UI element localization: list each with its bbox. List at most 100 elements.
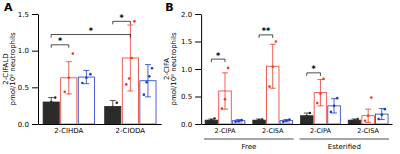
dot <box>356 118 359 121</box>
bracket-line <box>259 35 260 38</box>
tick-label: 1.5 <box>181 38 192 46</box>
tick: 1.5 <box>18 11 38 19</box>
x-axis: 2-CIPA2-CISA2-CIPA2-CISA <box>202 125 393 135</box>
tick-label: 0.0 <box>18 121 29 129</box>
error-bar <box>145 65 151 97</box>
tick: 0.0 <box>18 121 38 129</box>
dot <box>210 119 213 122</box>
dot <box>72 52 75 55</box>
error-cap <box>110 112 116 113</box>
dot <box>271 66 274 69</box>
dot <box>116 101 119 104</box>
error-bar <box>304 113 310 119</box>
tick-label: 2-CIPA <box>215 127 236 135</box>
tick-mark <box>32 124 38 125</box>
error-cap <box>270 44 276 45</box>
dot <box>353 119 356 122</box>
plot-area <box>205 35 388 124</box>
tick: 0.5 <box>181 93 201 101</box>
annotations: **** <box>216 27 316 74</box>
dot <box>336 97 339 100</box>
error-cap <box>145 64 151 65</box>
y-axis-title: 2-CIFApmol/10⁶ neutrophils <box>163 32 179 105</box>
bracket-line <box>130 35 131 38</box>
group-bracket <box>300 139 390 140</box>
tick: 2-CIHDA <box>54 127 83 135</box>
error-line <box>306 113 307 119</box>
dot <box>285 119 288 122</box>
tick-mark <box>195 124 201 125</box>
error-cap <box>222 72 228 73</box>
error-line <box>211 119 212 121</box>
error-bar <box>127 25 133 91</box>
tick: 2-CIPA <box>310 127 331 135</box>
dot <box>143 93 146 96</box>
tick: 1.0 <box>181 66 201 74</box>
dot <box>46 105 49 108</box>
dot <box>330 111 333 114</box>
error-bar <box>48 98 54 107</box>
dot <box>288 118 291 121</box>
error-line <box>224 73 225 109</box>
dot <box>370 96 373 99</box>
significance-label: * <box>58 37 63 46</box>
tick-mark <box>32 51 38 52</box>
significance-label: * <box>89 27 94 36</box>
tick: 2-CIPA <box>215 127 236 135</box>
dot <box>234 121 237 124</box>
dot <box>237 120 240 123</box>
error-line <box>51 98 52 107</box>
bracket-line <box>320 73 321 76</box>
tick: 1.5 <box>181 38 201 46</box>
series <box>61 20 139 124</box>
tick-label: 1.0 <box>181 66 192 74</box>
error-cap <box>110 100 116 101</box>
error-cap <box>127 91 133 92</box>
error-cap <box>145 96 151 97</box>
dot <box>261 118 264 121</box>
tick-label: 1.0 <box>18 47 29 55</box>
error-bar <box>331 99 337 113</box>
plot-area <box>43 20 156 124</box>
dot <box>275 40 278 43</box>
bracket-line <box>224 59 225 62</box>
y-axis-title: 2-CIFALDpmol/10⁶ neutrophils <box>2 32 18 105</box>
dot <box>282 121 285 124</box>
bar <box>301 116 314 124</box>
dot <box>89 73 92 76</box>
tick-label: 2-CIODA <box>116 127 146 135</box>
dot <box>367 114 370 117</box>
significance-label: ** <box>262 27 271 36</box>
tick-label: 2.0 <box>181 11 192 19</box>
tick-mark <box>32 87 38 88</box>
axis-line <box>202 124 393 125</box>
significance-label: * <box>119 14 124 23</box>
dot <box>207 120 210 123</box>
y-axis-title-line: pmol/10⁶ neutrophils <box>9 32 17 105</box>
error-line <box>320 79 321 105</box>
tick-label: 0.5 <box>181 93 192 101</box>
error-cap <box>83 70 89 71</box>
error-bar <box>83 70 89 83</box>
dot <box>85 77 88 80</box>
error-line <box>334 99 335 113</box>
tick-mark <box>195 14 201 15</box>
axis-line <box>201 15 202 125</box>
dot <box>258 119 261 122</box>
dot <box>377 118 380 121</box>
bracket-line <box>51 35 52 38</box>
dot <box>133 20 136 23</box>
group-label: Esterified <box>328 143 361 151</box>
dot <box>128 77 131 80</box>
error-line <box>86 70 87 83</box>
tick-mark <box>195 97 201 98</box>
dot <box>305 115 308 118</box>
error-bar <box>379 109 385 120</box>
error-line <box>354 119 355 121</box>
tick: 2-CIODA <box>116 127 146 135</box>
dot <box>67 77 70 80</box>
y-axis: 0.00.51.01.5 <box>18 11 39 129</box>
dot <box>316 102 319 105</box>
tick: 1.0 <box>18 47 38 55</box>
annotations: * * * <box>58 14 125 46</box>
